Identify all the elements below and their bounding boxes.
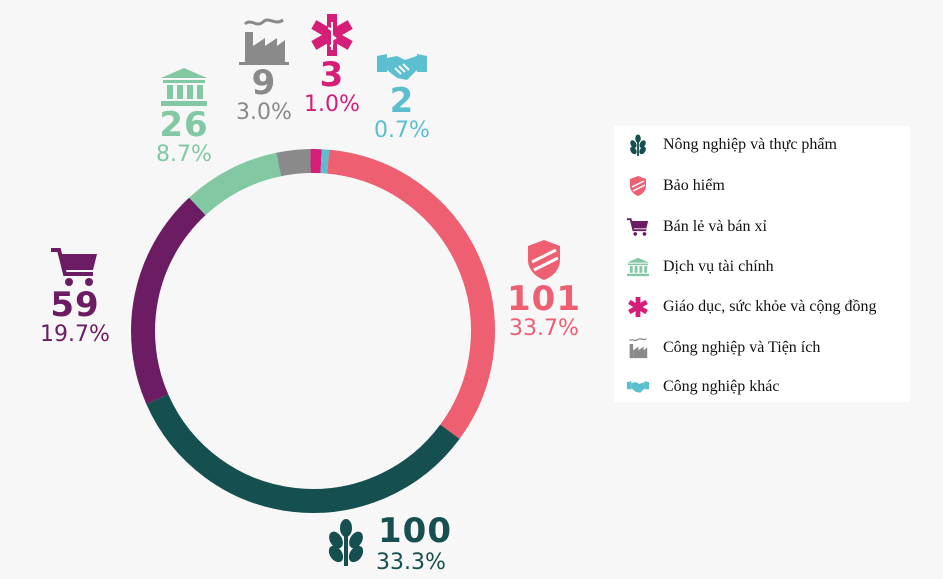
factory-icon — [629, 338, 648, 359]
medical-star-icon — [628, 296, 648, 318]
handshake-icon — [377, 54, 427, 80]
donut-slice-finance — [189, 152, 282, 216]
shield-icon — [528, 240, 560, 280]
wheat-icon — [328, 519, 364, 566]
legend-label: Bảo hiểm — [663, 177, 725, 194]
count-retail: 59 — [50, 285, 100, 325]
count-other: 2 — [389, 81, 415, 121]
legend-item-other: Công nghiệp khác — [614, 372, 910, 402]
medical-star-icon — [311, 14, 353, 56]
legend-label: Dịch vụ tài chính — [663, 258, 774, 275]
percent-retail: 19.7% — [40, 322, 110, 347]
percent-insurance: 33.7% — [509, 316, 579, 341]
legend-label: Công nghiệp khác — [663, 378, 780, 395]
percent-agriculture: 33.3% — [376, 550, 446, 575]
legend-item-agriculture: Nông nghiệp và thực phẩm — [614, 130, 910, 160]
wheat-icon — [630, 134, 646, 156]
donut-slice-agriculture — [146, 394, 460, 513]
label-education: 3 1.0% — [296, 12, 368, 118]
legend-item-finance: Dịch vụ tài chính — [614, 252, 910, 282]
percent-education: 1.0% — [304, 92, 360, 117]
legend-label: Giáo dục, sức khỏe và cộng đồng — [663, 298, 877, 315]
legend: Nông nghiệp và thực phẩm Bảo hiểm Bán lẻ… — [614, 126, 910, 402]
percent-other: 0.7% — [374, 118, 430, 143]
count-insurance: 101 — [507, 279, 581, 319]
donut-ring — [131, 149, 495, 513]
donut-slice-retail — [131, 197, 206, 405]
label-finance: 26 8.7% — [140, 66, 228, 168]
factory-icon — [239, 18, 289, 65]
label-agriculture: 100 33.3% — [326, 514, 456, 578]
legend-label: Bán lẻ và bán xỉ — [663, 218, 767, 235]
legend-label: Công nghiệp và Tiện ích — [663, 339, 821, 356]
percent-finance: 8.7% — [156, 142, 212, 167]
donut-slice-industry — [276, 149, 311, 177]
donut-slice-insurance — [327, 149, 495, 439]
label-other: 2 0.7% — [362, 50, 442, 144]
legend-label: Nông nghiệp và thực phẩm — [663, 136, 837, 153]
shopping-cart-icon — [51, 248, 97, 286]
percent-industry: 3.0% — [236, 100, 292, 125]
shopping-cart-icon — [626, 218, 649, 236]
legend-item-retail: Bán lẻ và bán xỉ — [614, 212, 910, 242]
label-industry: 9 3.0% — [226, 16, 302, 126]
count-education: 3 — [319, 55, 345, 95]
legend-item-industry: Công nghiệp và Tiện ích — [614, 333, 910, 363]
shield-icon — [630, 176, 646, 196]
handshake-icon — [626, 381, 650, 393]
count-agriculture: 100 — [378, 511, 452, 551]
count-finance: 26 — [159, 105, 209, 145]
label-retail: 59 19.7% — [26, 246, 124, 348]
bank-icon — [161, 68, 207, 106]
count-industry: 9 — [251, 63, 277, 103]
bank-icon — [626, 257, 650, 277]
legend-item-insurance: Bảo hiểm — [614, 171, 910, 201]
label-insurance: 101 33.7% — [500, 238, 588, 342]
legend-item-education: Giáo dục, sức khỏe và cộng đồng — [614, 292, 910, 322]
